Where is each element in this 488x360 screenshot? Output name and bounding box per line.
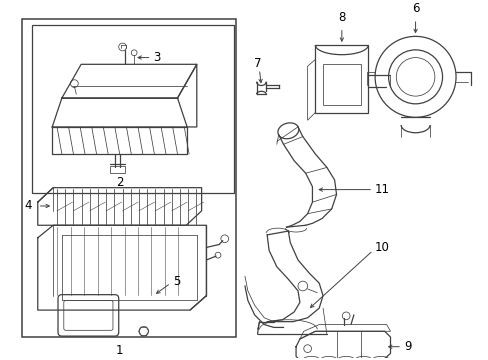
Text: 4: 4: [24, 199, 32, 212]
Text: 11: 11: [374, 183, 389, 196]
Bar: [315, 45, 367, 113]
Text: 2: 2: [116, 176, 123, 189]
Bar: [22, 19, 236, 337]
Bar: [323, 64, 360, 105]
Text: 6: 6: [411, 2, 419, 15]
Text: 1: 1: [116, 344, 123, 357]
Bar: [32, 25, 234, 193]
Text: 8: 8: [338, 11, 345, 24]
Text: 3: 3: [153, 51, 161, 64]
Text: 10: 10: [374, 241, 389, 254]
Text: 9: 9: [403, 340, 411, 353]
Text: 5: 5: [172, 275, 180, 288]
Bar: [110, 166, 124, 173]
Text: 7: 7: [253, 57, 261, 70]
